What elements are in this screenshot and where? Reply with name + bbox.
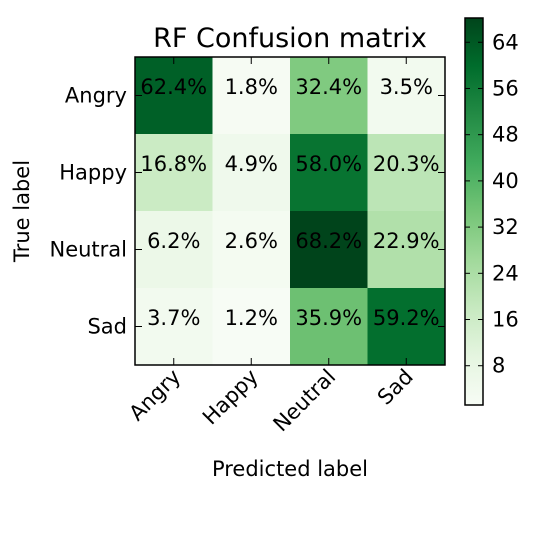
colorbar-tick-label: 48 (492, 123, 519, 147)
y-tick-label: Angry (65, 84, 127, 108)
heatmap-cell (135, 57, 213, 135)
chart-title: RF Confusion matrix (153, 23, 427, 54)
y-tick-label: Sad (87, 315, 127, 339)
colorbar-tick-label: 32 (492, 215, 519, 239)
heatmap-frame (134, 56, 446, 366)
cell-value-label: 58.0% (295, 152, 362, 176)
cell-value-label: 3.5% (380, 75, 433, 99)
colorbar-tick-label: 56 (492, 76, 519, 100)
x-axis-label: Predicted label (212, 457, 368, 481)
colorbar-tick-label: 64 (492, 30, 519, 54)
heatmap-cell (367, 288, 446, 366)
y-axis-label: True label (10, 160, 34, 263)
heatmap-cell (290, 57, 368, 135)
cell-value-label: 32.4% (295, 75, 362, 99)
colorbar-tick-label: 40 (492, 169, 519, 193)
heatmap-cell (367, 134, 446, 212)
heatmap-cell (212, 134, 291, 212)
cell-value-label: 20.3% (373, 152, 440, 176)
cell-value-label: 6.2% (147, 229, 200, 253)
y-tick-label: Happy (59, 161, 127, 185)
cell-value-label: 1.2% (225, 306, 278, 330)
heatmap-cell (212, 57, 291, 135)
heatmap-cell (367, 57, 446, 135)
cell-value-label: 35.9% (295, 306, 362, 330)
cell-value-label: 3.7% (147, 306, 200, 330)
colorbar-tick-label: 16 (492, 308, 519, 332)
heatmap-cell-labels: 62.4% 1.8% 32.4% 3.5% 16.8% 4.9% 58.0% 20.3% 6.2… (140, 75, 439, 330)
cell-value-label: 62.4% (140, 75, 207, 99)
colorbar-ticks: 8 16 24 32 40 48 56 64 (465, 30, 519, 378)
cell-value-label: 4.9% (225, 152, 278, 176)
heatmap-cell (290, 134, 368, 212)
cell-value-label: 1.8% (225, 75, 278, 99)
cell-value-label: 16.8% (140, 152, 207, 176)
colorbar-tick-label: 8 (492, 354, 505, 378)
heatmap-cells (135, 57, 446, 366)
heatmap-cell (135, 134, 213, 212)
heatmap-cell (212, 288, 291, 366)
cell-value-label: 22.9% (373, 229, 440, 253)
y-axis-ticks: Angry Happy Neutral Sad (49, 84, 445, 339)
heatmap-cell (135, 288, 213, 366)
cell-value-label: 68.2% (295, 229, 362, 253)
heatmap-cell (135, 211, 213, 289)
heatmap-cell (367, 211, 446, 289)
heatmap-cell (212, 211, 291, 289)
colorbar-tick-label: 24 (492, 261, 519, 285)
y-tick-label: Neutral (49, 238, 127, 262)
cell-value-label: 59.2% (373, 306, 440, 330)
colorbar (464, 17, 484, 406)
heatmap-cell (290, 288, 368, 366)
cell-value-label: 2.6% (225, 229, 278, 253)
heatmap-cell (290, 211, 368, 289)
